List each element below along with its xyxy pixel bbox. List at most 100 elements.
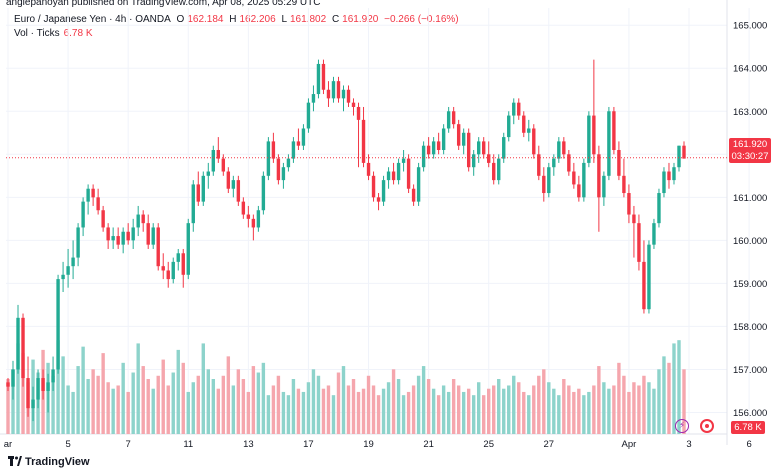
candle-body [146,223,150,245]
candle-body [476,141,481,155]
last-price-value: 161.920 [732,139,768,150]
candle-body [291,141,296,159]
candle-body [421,145,426,168]
candle-body [66,266,70,275]
candle-body [211,150,216,172]
candle-body [236,180,241,202]
volume-bar [547,382,551,434]
volume-bar [131,372,135,434]
candle-body [31,399,35,409]
volume-bar [296,388,301,434]
time-axis-label: 6 [746,439,751,450]
symbol-name[interactable]: Euro / Japanese Yen · 4h · OANDA [14,14,171,25]
time-axis-label: 13 [243,439,254,450]
volume-legend-label[interactable]: Vol · Ticks [14,28,60,39]
candle-body [356,106,361,120]
price-axis-label: 158.000 [733,322,767,333]
volume-bar [657,369,661,434]
candle-body [622,175,626,194]
volume-bar [366,375,371,434]
candle-body [396,162,401,181]
volume-bar [151,388,155,434]
volume-bar [381,388,386,434]
time-axis-label: 5 [65,439,70,450]
candle-body [507,115,511,138]
volume-bar [226,356,231,434]
volume-bar [682,369,686,434]
price-axis-label: 156.000 [733,408,767,419]
volume-bar [512,375,516,434]
volume-bar [411,385,416,434]
candle-body [577,184,581,198]
volume-bar [276,375,281,434]
volume-bar [396,379,401,434]
candle-body [492,162,496,181]
candle-body [316,63,321,95]
target-icon[interactable] [700,419,714,433]
candle-body [532,128,536,155]
candle-body [226,171,231,189]
volume-bar [211,379,216,434]
volume-bar [66,385,70,434]
volume-bar [497,379,501,434]
candle-body [36,378,40,400]
candle-body [191,184,195,224]
lightning-icon[interactable]: ⚡ [675,419,689,433]
candle-body [632,214,636,224]
low-label: L [281,14,287,25]
volume-bar [667,362,671,434]
candle-body [346,89,351,103]
volume-bar [121,362,125,434]
volume-bar [166,385,170,434]
volume-bar [201,343,205,434]
candle-body [351,102,356,107]
volume-bar [106,382,110,434]
volume-bar [96,375,100,434]
candle-body [376,197,381,202]
candle-body [446,111,451,129]
volume-bar [266,395,271,434]
volume-bar [642,375,646,434]
candle-body [51,369,55,383]
candle-body [101,210,105,228]
volume-bar [582,395,586,434]
candle-body [451,111,456,125]
candle-body [582,162,586,198]
candle-body [311,94,316,103]
candle-body [361,119,366,163]
volume-bar [136,343,140,434]
volume-bar [652,388,656,434]
candle-body [406,158,411,189]
candle-body [592,115,596,155]
candle-body [441,128,446,150]
candle-body [281,167,286,181]
volume-bar [111,388,115,434]
price-axis-label: 157.000 [733,365,767,376]
candle-body [186,223,190,275]
time-axis-label: 27 [544,439,555,450]
close-label: C [331,14,340,25]
open-value: 162.184 [187,14,224,25]
price-axis-label: 160.000 [733,236,767,247]
volume-bar [86,379,90,434]
volume-bar [81,346,85,434]
volume-bar [612,385,616,434]
volume-bar [216,388,221,434]
candle-body [471,154,476,168]
time-axis-label: 3 [686,439,691,450]
candle-body [76,227,80,258]
volume-bar [156,375,160,434]
candle-body [456,124,461,146]
time-axis-label: 11 [183,439,193,450]
volume-bar [572,391,576,434]
candle-body [597,154,601,198]
volume-bar [281,391,286,434]
candle-body [647,244,651,310]
candle-body [627,193,631,215]
volume-bar [401,395,406,434]
volume-bar [617,362,621,434]
close-value: 161.920 [342,14,379,25]
volume-bar [527,395,531,434]
volume-bar [542,369,546,434]
